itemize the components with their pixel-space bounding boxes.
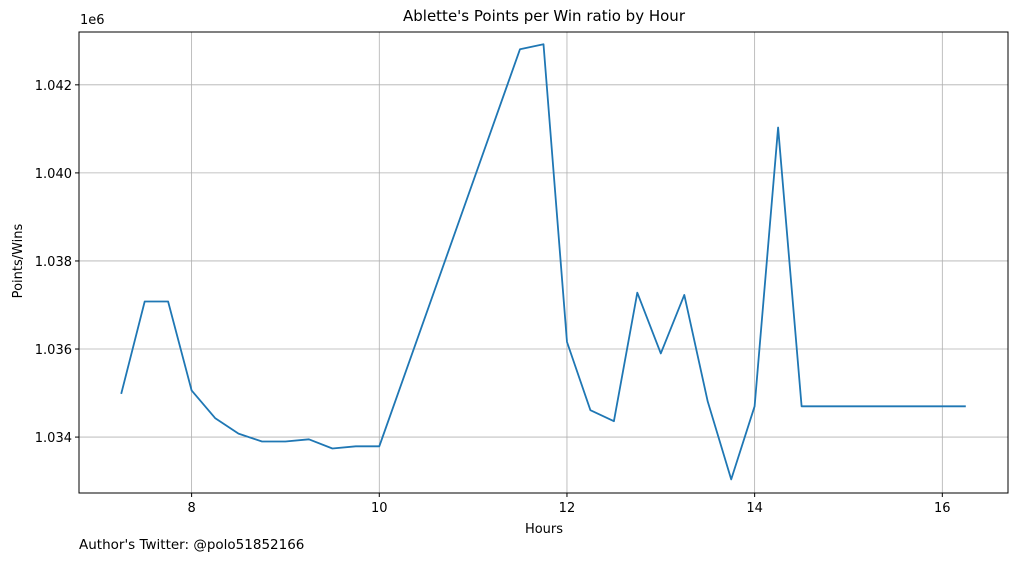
y-axis-label: Points/Wins [11, 223, 26, 298]
y-tick-label: 1.036 [35, 343, 72, 358]
y-axis-offset-label: 1e6 [80, 13, 105, 28]
x-tick-label: 12 [559, 501, 576, 516]
grid [79, 32, 1008, 493]
x-axis-label: Hours [525, 522, 563, 537]
x-tick-label: 10 [371, 501, 388, 516]
y-tick-label: 1.042 [35, 79, 72, 94]
chart-title: Ablette's Points per Win ratio by Hour [403, 7, 686, 25]
x-tick-label: 8 [187, 501, 195, 516]
y-tick-label: 1.034 [35, 431, 72, 446]
y-axis-ticks: 1.034 1.036 1.038 1.040 1.042 [35, 79, 79, 446]
y-tick-label: 1.040 [35, 167, 72, 182]
x-tick-label: 16 [934, 501, 951, 516]
series-line-layer [120, 43, 966, 481]
x-axis-ticks: 8 10 12 14 16 [187, 493, 951, 516]
plot-frame [78, 31, 1009, 494]
y-tick-label: 1.038 [35, 255, 72, 270]
series-line [120, 43, 966, 481]
author-note: Author's Twitter: @polo51852166 [79, 537, 305, 553]
x-tick-label: 14 [746, 501, 763, 516]
